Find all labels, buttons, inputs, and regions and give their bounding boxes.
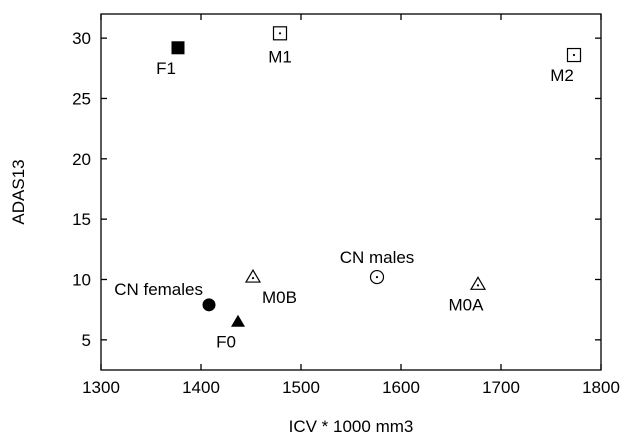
y-tick-label: 25 [72,89,91,108]
point-label-f0: F0 [216,333,236,352]
x-axis-title: ICV * 1000 mm3 [289,417,414,436]
data-points [171,26,582,327]
axis-ticks [100,14,602,370]
y-tick-label: 30 [72,29,91,48]
x-tick-label: 1800 [582,378,620,397]
point-label-cn-females: CN females [114,280,203,299]
x-tick-label: 1500 [282,378,320,397]
point-f0 [231,314,245,327]
plot-frame [100,13,602,371]
x-tick-label: 1400 [182,378,220,397]
x-tick-label: 1300 [82,378,120,397]
axis-tick-labels: 1300 1400 1500 1600 1700 1800 5 10 15 20 25 30 [72,29,620,397]
point-label-m2: M2 [550,66,574,85]
point-cn-females [202,298,216,312]
point-cn-males [369,269,385,285]
point-f1 [171,41,185,55]
point-m0b [244,268,262,283]
y-tick-label: 15 [72,210,91,229]
point-m0a [469,276,487,290]
y-tick-label: 5 [82,331,91,350]
point-label-m0a: M0A [449,295,485,314]
point-m2 [566,47,582,63]
x-tick-label: 1600 [382,378,420,397]
x-tick-label: 1700 [482,378,520,397]
point-label-cn-males: CN males [340,248,415,267]
point-label-m1: M1 [268,47,292,66]
point-label-m0b: M0B [262,288,297,307]
point-m1 [272,26,288,41]
y-axis-title: ADAS13 [9,159,28,224]
y-tick-label: 20 [72,150,91,169]
point-labels: F1 M1 M2 CN females F0 M0B CN males M0A [114,47,574,351]
point-label-f1: F1 [156,59,176,78]
y-tick-label: 10 [72,270,91,289]
